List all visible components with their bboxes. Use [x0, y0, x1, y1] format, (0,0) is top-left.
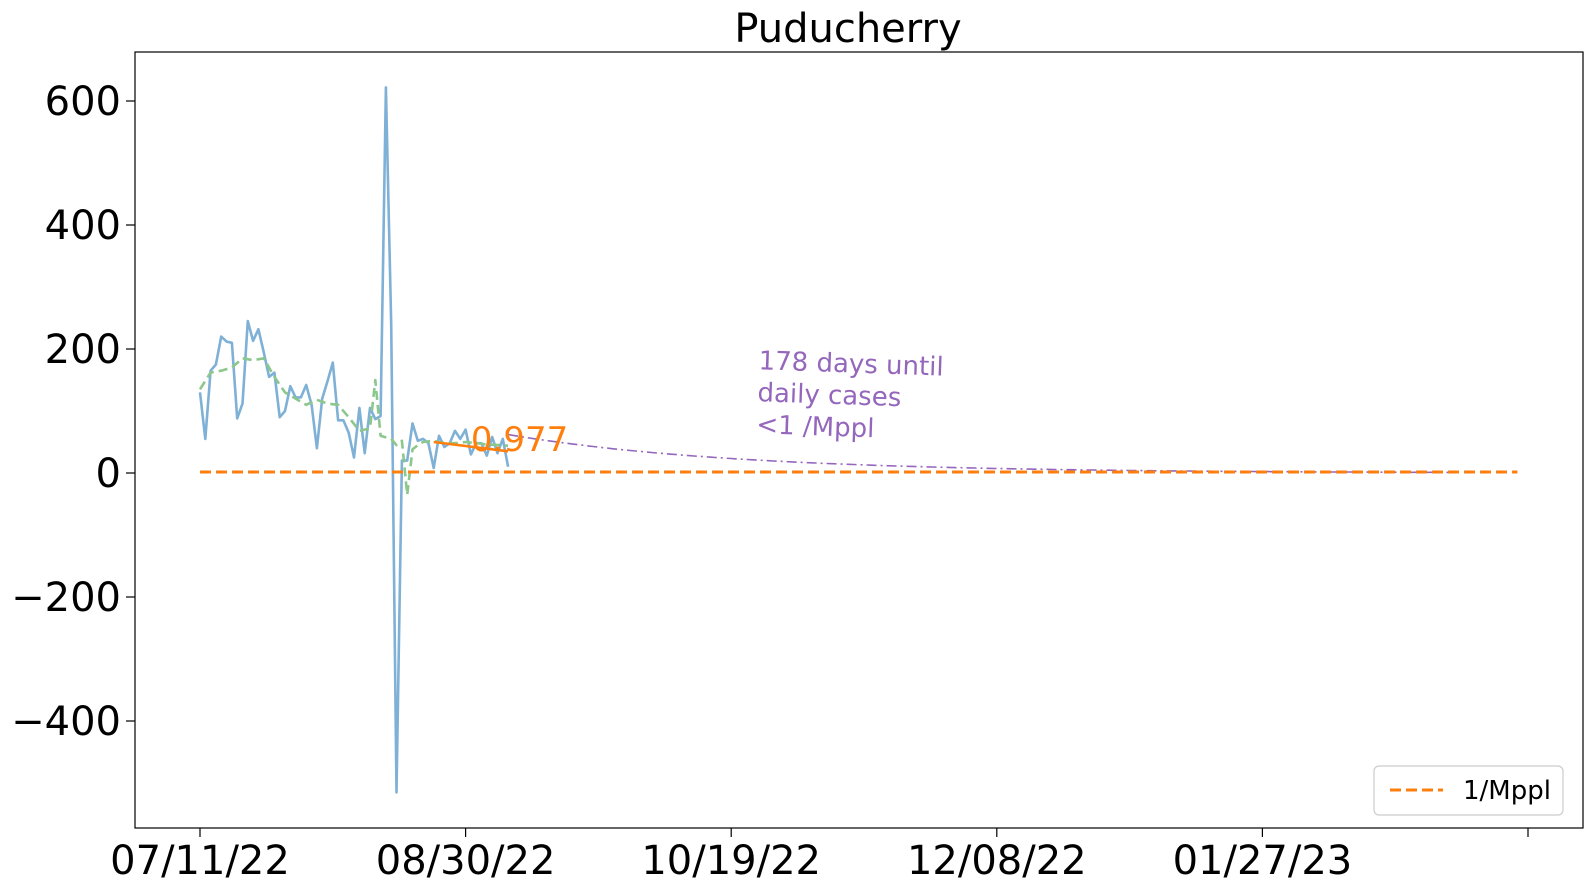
- x-tick-label: 01/27/23: [1173, 838, 1353, 884]
- x-tick-label: 10/19/22: [641, 838, 821, 884]
- series-line-smoothed: [198, 356, 509, 497]
- annotation-days-until-line-2: daily cases: [757, 378, 902, 413]
- annotation-days-until-line-3: <1 /Mppl: [756, 410, 875, 444]
- annotation-rate: 0.977: [471, 420, 568, 460]
- y-tick-label: −200: [11, 575, 121, 621]
- series-line-projection: [507, 433, 1454, 474]
- y-tick-label: 200: [45, 327, 121, 373]
- plot-area: [134, 51, 1584, 829]
- x-tick-label: 08/30/22: [376, 838, 556, 884]
- x-axis: 07/11/22 08/30/22 10/19/22 12/08/22 01/27/23: [110, 828, 1529, 884]
- x-tick-label: 12/08/22: [907, 838, 1087, 884]
- series-line-trend-fit: [433, 440, 509, 453]
- x-tick-label: 07/11/22: [110, 838, 290, 884]
- legend-label-1-mppl: 1/Mppl: [1463, 776, 1551, 806]
- y-tick-label: 400: [45, 203, 121, 249]
- chart-title: Puducherry: [734, 6, 961, 52]
- y-tick-label: 600: [45, 79, 121, 125]
- y-tick-label: 0: [96, 451, 121, 497]
- y-tick-label: −400: [11, 699, 121, 745]
- annotation-days-until-line-1: 178 days until: [758, 346, 944, 382]
- legend: 1/Mppl: [1373, 765, 1564, 816]
- legend-box: [1373, 765, 1564, 816]
- y-axis: 600 400 200 0 −200 −400: [11, 79, 135, 745]
- plot-lines: [198, 86, 1518, 794]
- series-line-daily: [198, 86, 510, 794]
